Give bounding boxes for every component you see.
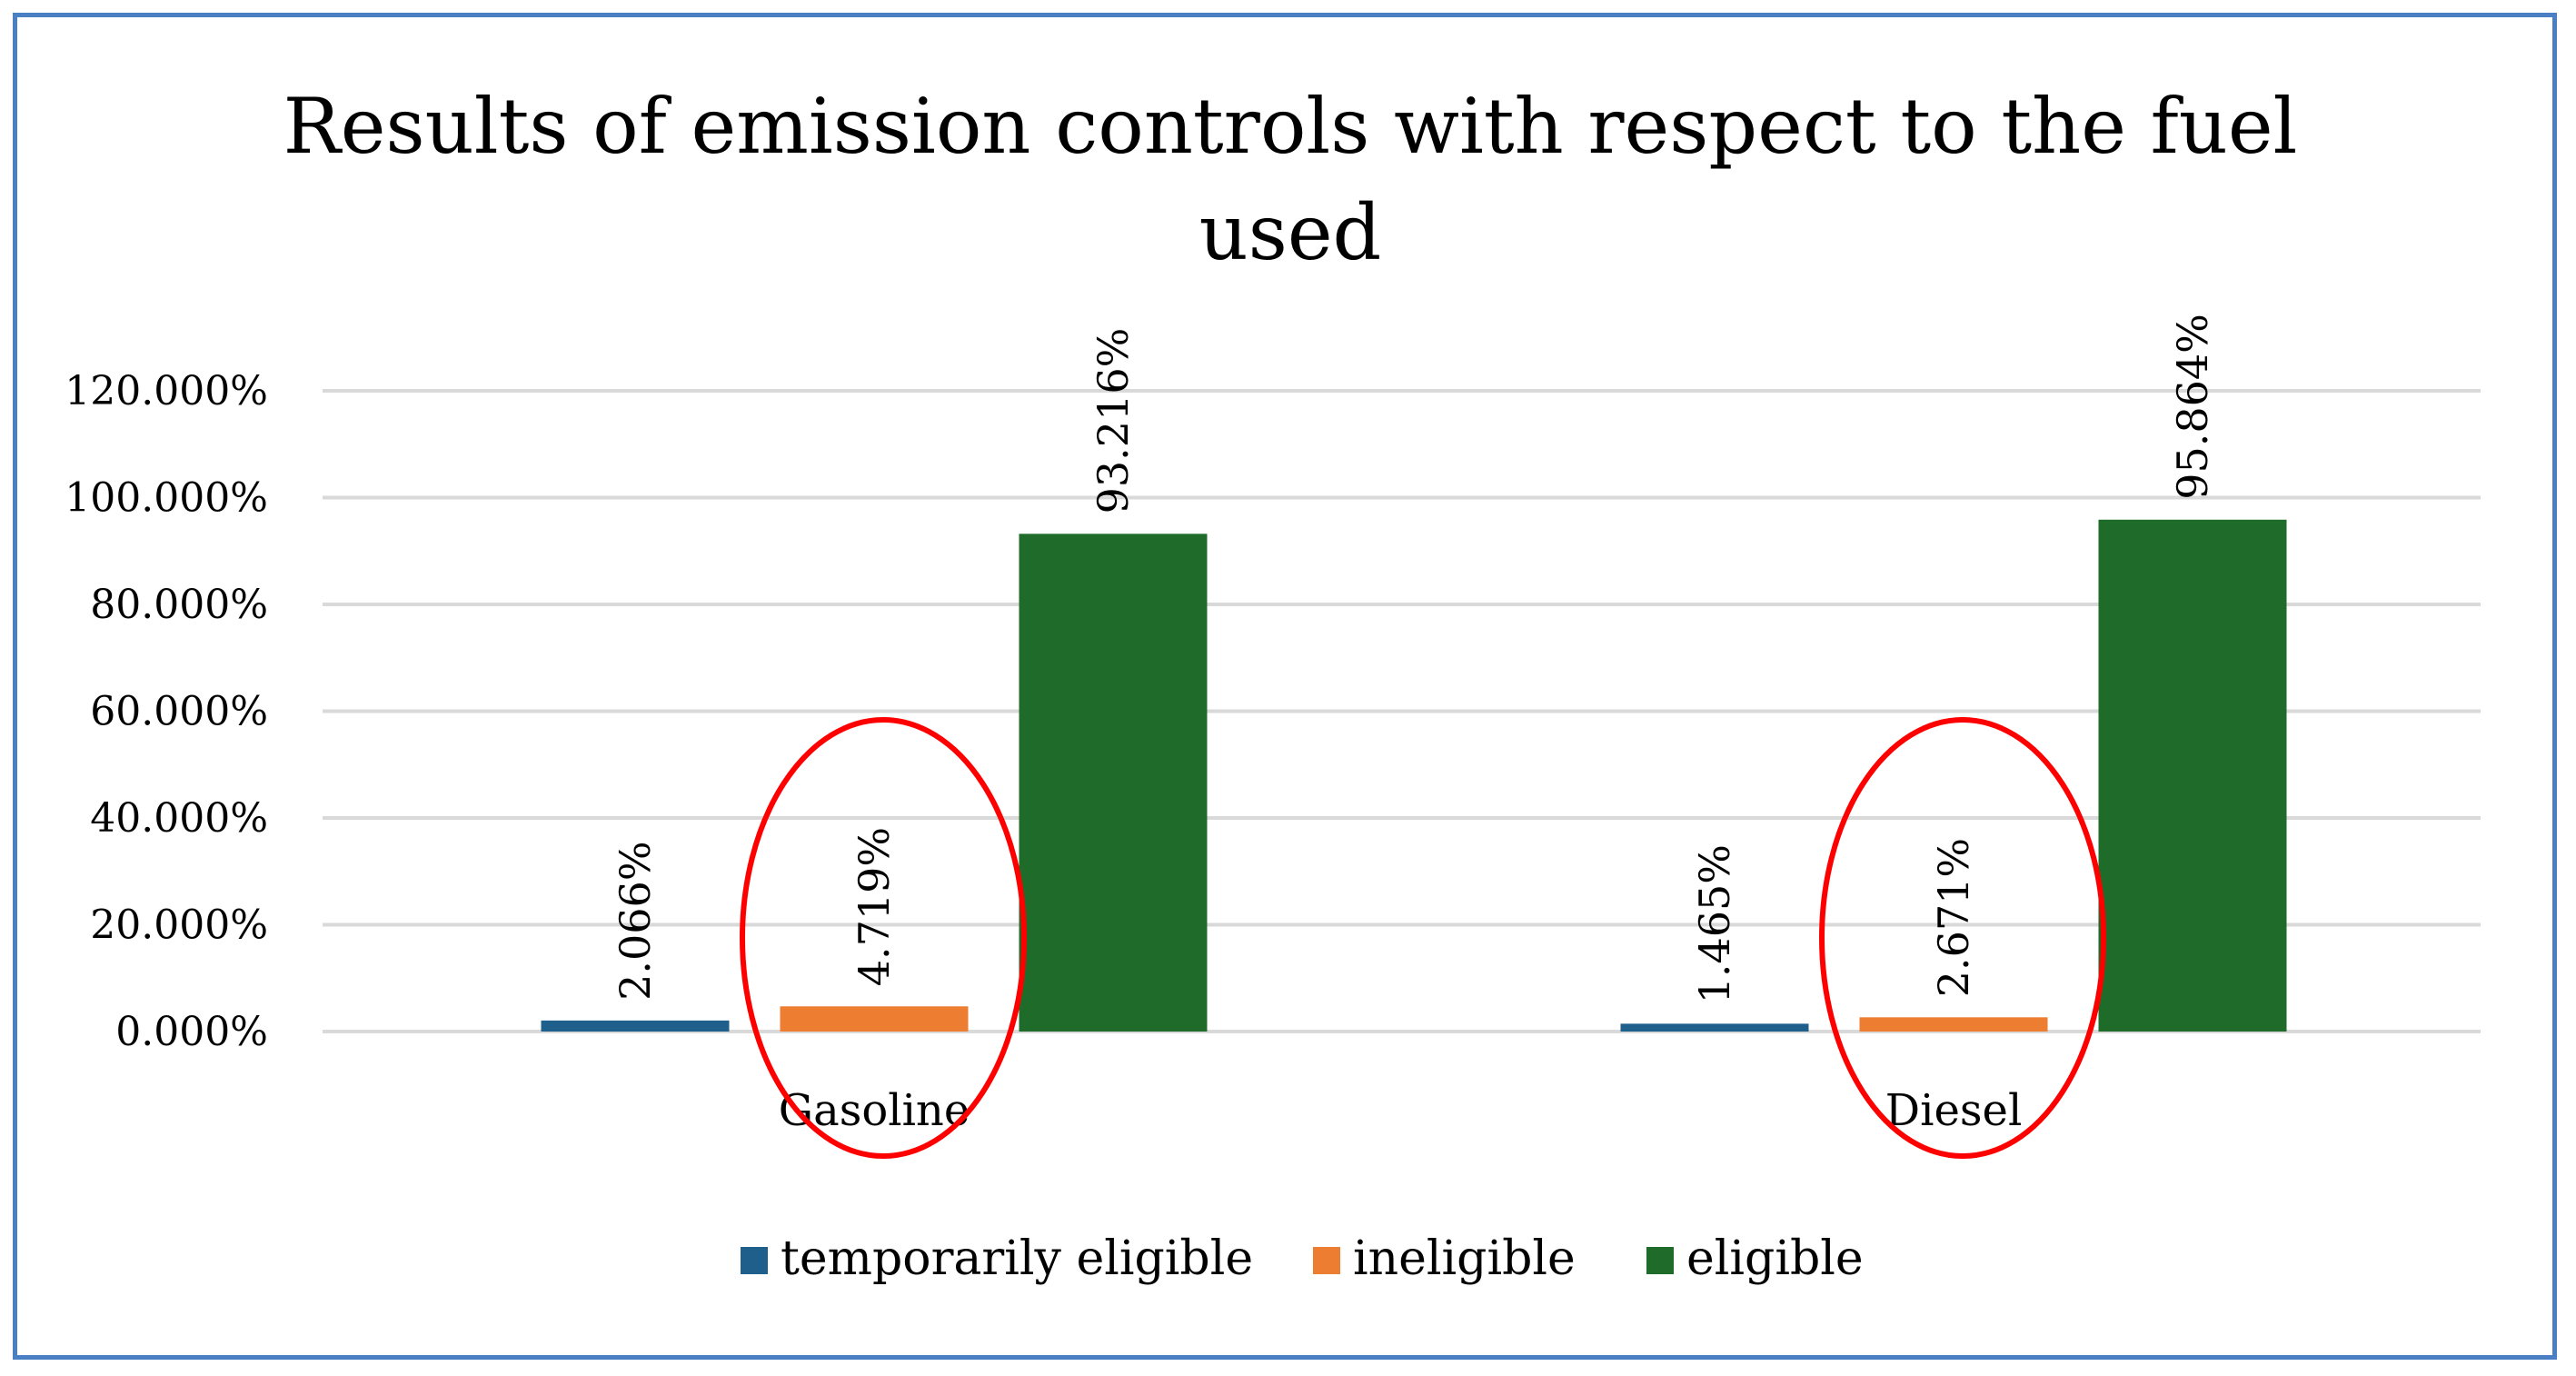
y-tick-label: 60.000% — [90, 689, 268, 735]
data-label: 95.864% — [2168, 314, 2217, 500]
bar-temporarily-eligible-diesel — [1620, 1023, 1809, 1032]
legend-swatch — [1646, 1247, 1674, 1274]
highlight-ellipse — [1819, 717, 2106, 1159]
y-tick-label: 0.000% — [115, 1009, 268, 1055]
bar-eligible-diesel — [2098, 519, 2287, 1032]
legend-label: ineligible — [1353, 1231, 1576, 1286]
bars — [541, 519, 2287, 1032]
data-label: 4.719% — [850, 827, 899, 986]
category-label: Diesel — [1885, 1085, 2023, 1136]
data-label: 1.465% — [1690, 844, 1739, 1003]
y-tick-label: 40.000% — [90, 795, 268, 842]
chart-title-line-2: used — [1199, 188, 1382, 277]
data-label: 2.066% — [611, 841, 660, 1000]
y-tick-label: 100.000% — [65, 475, 268, 522]
bar-eligible-gasoline — [1019, 533, 1208, 1032]
legend-label: eligible — [1686, 1231, 1864, 1286]
bar-temporarily-eligible-gasoline — [541, 1020, 730, 1032]
legend-swatch — [1313, 1247, 1340, 1274]
data-label: 93.216% — [1089, 328, 1138, 514]
category-labels: Gasoline Diesel — [779, 1085, 2023, 1136]
bar-ineligible-diesel — [1859, 1017, 2048, 1032]
y-tick-label: 120.000% — [65, 368, 268, 414]
chart-title-line-1: Results of emission controls with respec… — [283, 82, 2298, 171]
legend-label: temporarily eligible — [781, 1231, 1253, 1286]
y-tick-label: 80.000% — [90, 582, 268, 628]
annotations — [740, 717, 2106, 1159]
data-label: 2.671% — [1929, 838, 1978, 997]
y-axis-ticks: 0.000% 20.000% 40.000% 60.000% 80.000% 100.00… — [65, 368, 268, 1055]
y-tick-label: 20.000% — [90, 902, 268, 949]
legend-swatch — [741, 1247, 768, 1274]
legend: temporarily eligible ineligible eligible — [741, 1231, 1864, 1286]
chart-title: Results of emission controls with respec… — [283, 82, 2298, 277]
data-labels: 2.066% 4.719% 93.216% 1.465% 2.671% 95.864% — [611, 314, 2217, 1003]
bar-ineligible-gasoline — [780, 1006, 969, 1032]
category-label: Gasoline — [779, 1085, 970, 1136]
highlight-ellipse — [740, 717, 1027, 1159]
